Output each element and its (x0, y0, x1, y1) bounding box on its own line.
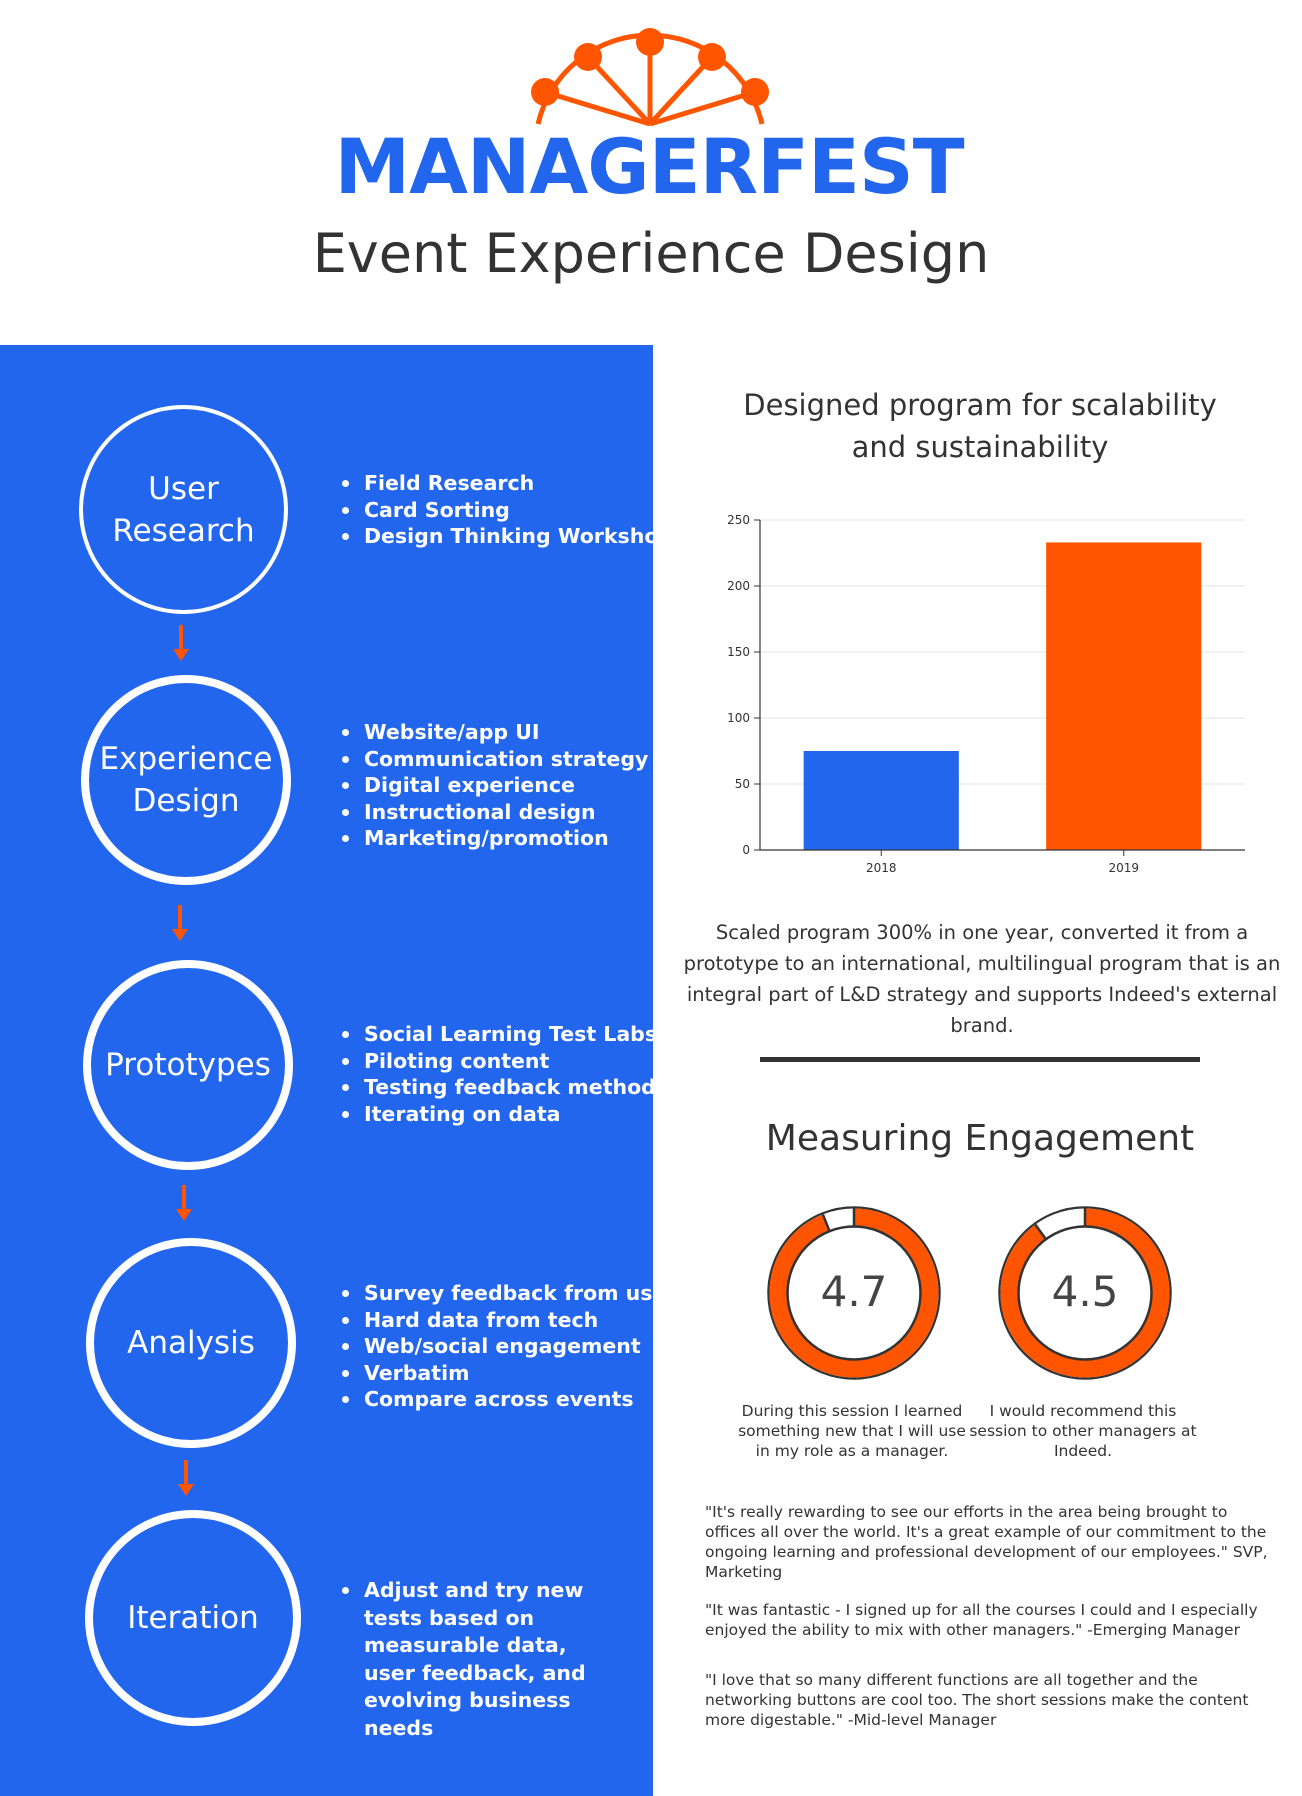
stage-circle-experience-design: Experience Design (81, 675, 291, 885)
bullet-item: Design Thinking Workshops (340, 523, 685, 550)
y-tick-label: 200 (727, 579, 750, 593)
bullet-item: Compare across events (340, 1386, 689, 1413)
down-arrow-icon (173, 625, 189, 661)
x-tick-label: 2018 (866, 861, 897, 875)
quote-emerging-manager: "It was fantastic - I signed up for all … (705, 1601, 1258, 1639)
y-tick-label: 0 (742, 843, 750, 857)
rating-caption-learned: During this session I learned something … (738, 1402, 966, 1460)
header: MANAGERFEST Event Experience Design (0, 0, 1302, 345)
stage-label: User Research (112, 470, 255, 549)
donut-outline-outer (998, 1206, 1172, 1380)
bullet-item: Social Learning Test Labs (340, 1021, 668, 1048)
y-tick-label: 100 (727, 711, 750, 725)
donut-separator (821, 1213, 831, 1231)
stage-circle-prototypes: Prototypes (83, 960, 293, 1170)
rating-donut-learned (767, 1206, 941, 1380)
bullet-item: Field Research (340, 470, 685, 497)
donut-outline-inner (786, 1225, 922, 1361)
down-arrow-icon (172, 905, 188, 941)
quote-svp-marketing: "It's really rewarding to see our effort… (705, 1503, 1268, 1581)
bullet-item: Website/app UI (340, 719, 648, 746)
stage-label: Iteration (127, 1600, 259, 1636)
page-subtitle: Event Experience Design (312, 222, 990, 285)
stage-label: Prototypes (105, 1047, 271, 1083)
bullet-item: Iterating on data (340, 1101, 668, 1128)
bullet-item: Card Sorting (340, 497, 685, 524)
stage-label: Analysis (127, 1325, 255, 1361)
summary-paragraph: Scaled program 300% in one year, convert… (683, 921, 1281, 1037)
donut-separator (1034, 1223, 1047, 1240)
y-tick-label: 150 (727, 645, 750, 659)
stage-circle-analysis: Analysis (86, 1238, 296, 1448)
bullet-item: Piloting content (340, 1048, 668, 1075)
stage-bullets-iteration: Adjust and try new tests based on measur… (340, 1577, 619, 1742)
bullet-item: Survey feedback from users (340, 1280, 689, 1307)
bullet-item: Instructional design (340, 799, 648, 826)
stage-bullets-analysis: Survey feedback from users Hard data fro… (340, 1280, 689, 1413)
bar-chart: 0 50 100 150 200 250 2018 2019 (727, 513, 1245, 875)
bullet-item: Communication strategy (340, 746, 648, 773)
donut-outline-inner (1017, 1225, 1153, 1361)
bar-2018 (803, 751, 959, 850)
rating-value-learned: 4.7 (820, 1267, 888, 1316)
stage-bullets-prototypes: Social Learning Test Labs Piloting conte… (340, 1021, 668, 1127)
section-divider (760, 1057, 1200, 1062)
process-panel: User Research Field Research Card Sortin… (0, 345, 689, 1796)
stage-bullets-experience-design: Website/app UI Communication strategy Di… (340, 719, 648, 852)
donut-outline-outer (767, 1206, 941, 1380)
bullet-item: Adjust and try new tests based on measur… (340, 1577, 619, 1742)
bullet-item: Marketing/promotion (340, 825, 648, 852)
engagement-title: Measuring Engagement (765, 1118, 1195, 1159)
chart-title: Designed program for scalability and sus… (743, 388, 1217, 464)
down-arrow-icon (176, 1185, 192, 1221)
bullet-item: Web/social engagement (340, 1333, 689, 1360)
bullet-item: Digital experience (340, 772, 648, 799)
brand-wordmark: MANAGERFEST (334, 122, 964, 211)
bullet-item: Hard data from tech (340, 1307, 689, 1334)
bullet-item: Verbatim (340, 1360, 689, 1387)
bar-2019 (1046, 542, 1202, 850)
down-arrow-icon (178, 1460, 194, 1496)
stage-label: Experience Design (99, 741, 273, 819)
y-tick-label: 50 (735, 777, 750, 791)
stage-bullets-user-research: Field Research Card Sorting Design Think… (340, 470, 685, 550)
rating-value-recommend: 4.5 (1051, 1267, 1119, 1316)
rating-donut-recommend (998, 1206, 1172, 1380)
ferris-wheel-icon (531, 28, 769, 127)
y-tick-label: 250 (727, 513, 750, 527)
bullet-item: Testing feedback methods (340, 1074, 668, 1101)
quote-mid-level-manager: "I love that so many different functions… (705, 1671, 1249, 1729)
rating-caption-recommend: I would recommend this session to other … (969, 1402, 1197, 1460)
stage-circle-user-research: User Research (79, 405, 288, 614)
stage-circle-iteration: Iteration (85, 1510, 301, 1726)
x-tick-label: 2019 (1108, 861, 1139, 875)
